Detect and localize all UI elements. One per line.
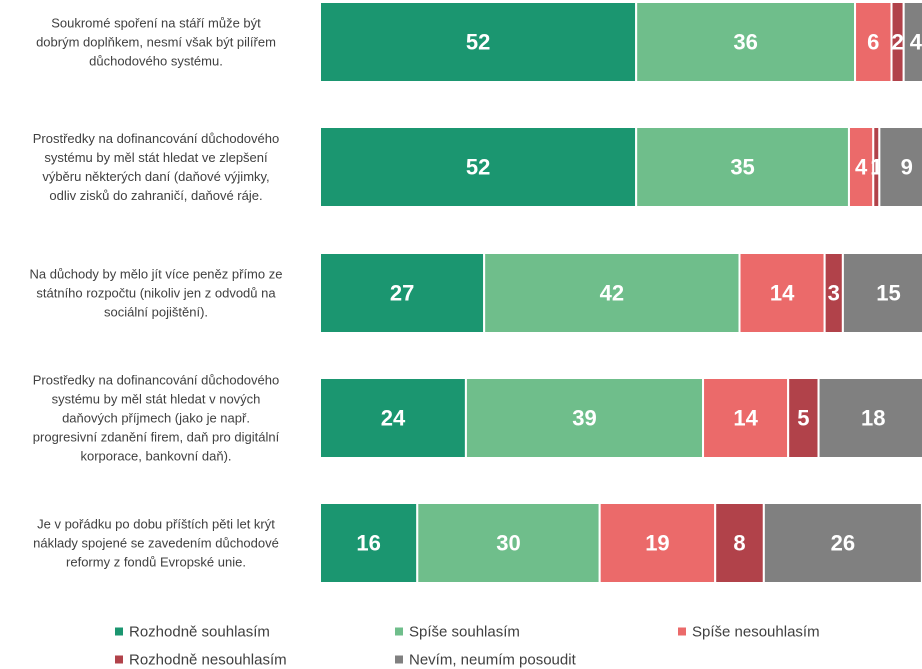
value-label: 4 [910,30,922,55]
legend-label: Spíše souhlasím [409,623,520,641]
bar-segment [635,126,850,208]
bar-segment [416,502,601,584]
value-label: 2 [891,30,903,55]
category-label: Je v pořádku po dobu příštích pěti let k… [33,516,279,570]
value-label: 9 [901,155,913,180]
legend-swatch [395,627,403,636]
value-label: 52 [466,155,490,180]
value-label: 15 [876,281,900,306]
value-label: 52 [466,30,490,55]
value-label: 3 [828,281,840,306]
value-label: 36 [733,30,757,55]
category-label: Prostředky na dofinancování důchodového … [32,131,280,203]
category-label: Na důchody by mělo jít více peněz přímo … [29,266,283,320]
value-label: 42 [600,281,624,306]
value-label: 8 [733,531,745,556]
legend-swatch [678,627,686,636]
value-label: 30 [496,531,520,556]
legend-item: Spíše souhlasím [395,624,520,641]
legend-label: Rozhodně souhlasím [129,623,270,641]
bar-segment [817,377,922,459]
legend-item: Rozhodně souhlasím [115,624,270,641]
legend-swatch [115,627,123,636]
bar-segment [319,252,486,334]
bar-segment [841,252,922,334]
legend-item: Nevím, neumím posoudit [395,652,576,669]
legend-item: Rozhodně nesouhlasím [115,652,287,669]
bar-segment [738,252,826,334]
legend-swatch [395,655,403,664]
value-label: 14 [733,406,758,431]
bar-segment [714,502,765,584]
category-label: Soukromé spoření na stáří může být dobrý… [36,15,276,69]
bar-segment [319,1,638,83]
value-label: 4 [855,155,868,180]
bar-segment [878,126,922,208]
bar-segment [319,126,638,208]
legend-label: Nevím, neumím posoudit [409,651,576,669]
legend-swatch [115,655,123,664]
legend-item: Spíše nesouhlasím [678,624,820,641]
value-label: 14 [770,281,795,306]
value-label: 26 [831,531,855,556]
bar-segment [319,377,467,459]
legend-label: Spíše nesouhlasím [692,623,820,641]
value-label: 39 [572,406,596,431]
legend-label: Rozhodně nesouhlasím [129,651,287,669]
value-label: 27 [390,281,414,306]
value-label: 5 [797,406,809,431]
value-label: 16 [356,531,380,556]
value-label: 19 [645,531,669,556]
category-label: Prostředky na dofinancování důchodového … [32,372,280,464]
bar-segment [762,502,922,584]
bar-segment [635,1,857,83]
bar-segment [702,377,790,459]
value-label: 6 [867,30,879,55]
value-label: 35 [730,155,754,180]
value-label: 18 [861,406,885,431]
value-label: 24 [381,406,406,431]
bar-segment [902,1,922,83]
bar-segment [464,377,705,459]
bar-segment [847,126,875,208]
